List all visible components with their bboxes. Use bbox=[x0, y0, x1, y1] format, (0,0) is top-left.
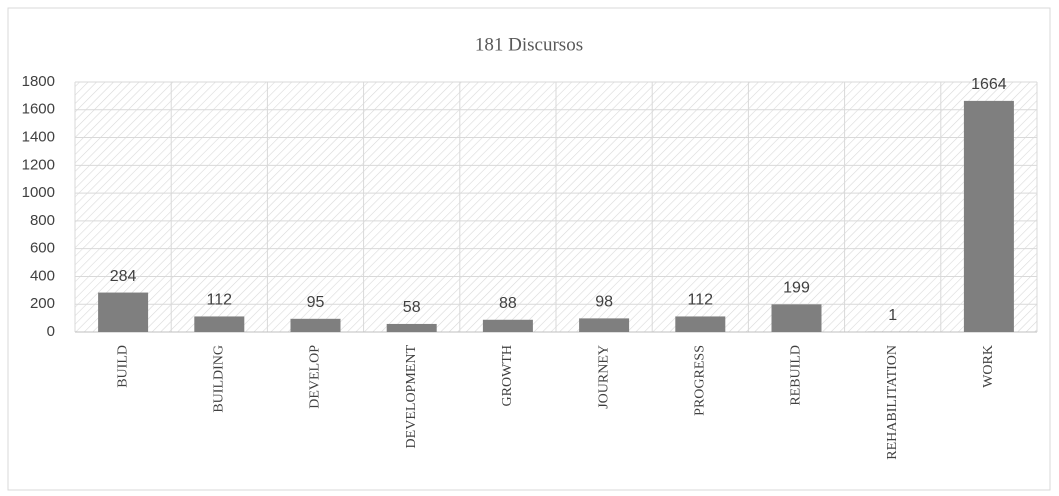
chart-title: 181 Discursos bbox=[475, 34, 583, 55]
bar bbox=[386, 323, 437, 332]
data-label: 112 bbox=[688, 292, 714, 309]
y-tick-label: 1600 bbox=[22, 101, 55, 118]
y-tick-label: 1400 bbox=[22, 129, 55, 146]
bar bbox=[98, 292, 149, 332]
y-tick-label: 400 bbox=[30, 267, 55, 284]
bar bbox=[675, 316, 726, 332]
bar bbox=[290, 318, 341, 332]
bar bbox=[771, 304, 822, 332]
data-label: 199 bbox=[783, 280, 810, 297]
data-label: 58 bbox=[403, 299, 421, 316]
x-tick-label: REHABILITATION bbox=[885, 345, 900, 460]
x-tick-label: GROWTH bbox=[500, 345, 515, 406]
data-label: 284 bbox=[110, 268, 137, 285]
y-tick-label: 200 bbox=[30, 295, 55, 312]
x-tick-label: PROGRESS bbox=[693, 345, 708, 416]
data-label: 88 bbox=[499, 295, 517, 312]
data-label: 95 bbox=[307, 294, 325, 311]
x-tick-label: JOURNEY bbox=[596, 345, 611, 409]
x-tick-label: BUILD bbox=[115, 345, 130, 388]
x-tick-label: DEVELOP bbox=[308, 345, 323, 409]
bar bbox=[194, 316, 245, 332]
data-label: 1664 bbox=[971, 76, 1007, 93]
data-label: 1 bbox=[888, 307, 897, 324]
y-tick-label: 800 bbox=[30, 212, 55, 229]
bar bbox=[482, 319, 533, 332]
y-tick-label: 1200 bbox=[22, 156, 55, 173]
y-tick-label: 0 bbox=[47, 323, 55, 340]
y-tick-label: 1800 bbox=[22, 73, 55, 90]
data-label: 98 bbox=[595, 294, 613, 311]
data-label: 112 bbox=[207, 292, 233, 309]
y-tick-label: 1000 bbox=[22, 184, 55, 201]
bar bbox=[963, 100, 1014, 332]
x-tick-label: REBUILD bbox=[789, 345, 804, 406]
x-tick-label: BUILDING bbox=[212, 345, 227, 413]
x-tick-label: WORK bbox=[981, 345, 996, 388]
bar bbox=[579, 318, 630, 332]
x-tick-label: DEVELOPMENT bbox=[404, 345, 419, 449]
y-tick-label: 600 bbox=[30, 240, 55, 257]
